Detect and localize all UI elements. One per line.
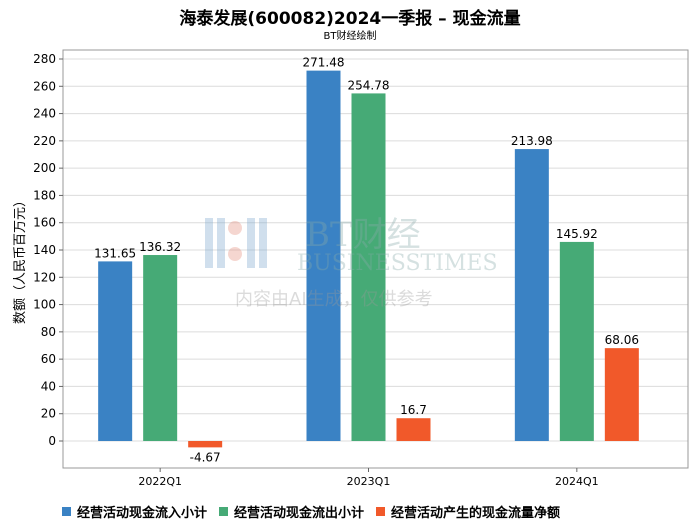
y-tick-label: 240 xyxy=(33,107,56,121)
y-tick-label: 20 xyxy=(41,407,56,421)
y-tick-label: 0 xyxy=(48,434,56,448)
legend-swatch xyxy=(376,507,386,516)
plot-area-frame xyxy=(62,49,689,469)
data-label: 271.48 xyxy=(303,56,345,70)
bar-2022Q1-2 xyxy=(143,255,178,441)
y-tick-label: 220 xyxy=(33,134,56,148)
legend-item-3: 经营活动产生的现金流量净额 xyxy=(376,502,560,521)
legend-label: 经营活动现金流入小计 xyxy=(77,506,208,521)
x-axis-ticks: 2022Q1 2023Q1 2024Q1 xyxy=(138,468,599,488)
x-tick-label: 2022Q1 xyxy=(138,475,182,488)
y-tick-label: 160 xyxy=(33,216,56,230)
y-tick-label: 200 xyxy=(33,161,56,175)
bar-2024Q1-2 xyxy=(559,241,594,441)
y-tick-label: 100 xyxy=(33,298,56,312)
y-tick-label: 120 xyxy=(33,270,56,284)
data-label: 68.06 xyxy=(605,333,639,347)
legend-swatch xyxy=(219,507,229,516)
data-label: 16.7 xyxy=(400,403,427,417)
data-label: -4.67 xyxy=(190,450,221,464)
y-tick-label: 80 xyxy=(41,325,56,339)
y-axis-label: 数额（人民币百万元） xyxy=(13,194,28,324)
bar-2023Q1-2 xyxy=(351,93,386,441)
y-tick-label: 60 xyxy=(41,352,56,366)
bar-2023Q1-3 xyxy=(396,418,431,441)
y-tick-label: 180 xyxy=(33,188,56,202)
x-tick-label: 2023Q1 xyxy=(347,475,391,488)
bar-2023Q1-1 xyxy=(306,70,341,441)
y-tick-label: 140 xyxy=(33,243,56,257)
data-label: 213.98 xyxy=(511,134,553,148)
y-tick-label: 40 xyxy=(41,379,56,393)
x-tick-label: 2024Q1 xyxy=(555,475,599,488)
bar-2022Q1-3 xyxy=(188,441,223,448)
bar-2024Q1-3 xyxy=(604,348,639,441)
data-label: 254.78 xyxy=(348,78,390,92)
data-label: 131.65 xyxy=(94,246,136,260)
legend-item-1: 经营活动现金流入小计 xyxy=(62,502,207,521)
chart-title: 海泰发展(600082)2024一季报 – 现金流量 xyxy=(179,9,521,29)
legend-item-2: 经营活动现金流出小计 xyxy=(219,502,364,521)
data-label: 145.92 xyxy=(556,227,598,241)
legend: 经营活动现金流入小计 经营活动现金流出小计 经营活动产生的现金流量净额 xyxy=(62,502,560,521)
y-axis-ticks: 0 20 40 60 80 100 120 140 160 180 200 220 240 260 280 xyxy=(33,52,63,448)
data-label: 136.32 xyxy=(139,240,181,254)
legend-swatch xyxy=(62,507,71,516)
bars xyxy=(98,70,639,448)
y-tick-label: 260 xyxy=(33,79,56,93)
legend-label: 经营活动现金流出小计 xyxy=(234,506,365,521)
bar-2022Q1-1 xyxy=(98,261,133,441)
legend-label: 经营活动产生的现金流量净额 xyxy=(391,506,561,521)
bar-2024Q1-1 xyxy=(514,149,549,442)
chart-subtitle: BT财经绘制 xyxy=(323,31,377,42)
y-tick-label: 280 xyxy=(33,52,56,66)
